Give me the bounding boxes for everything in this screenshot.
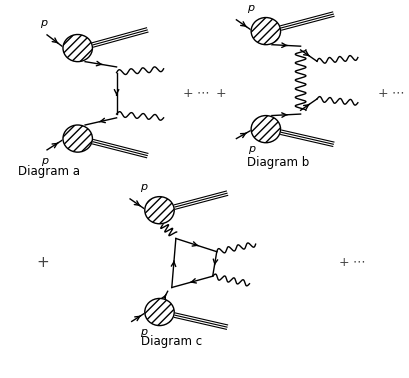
Circle shape	[145, 197, 174, 224]
Text: $+\ \cdots\ +$: $+\ \cdots\ +$	[182, 87, 227, 100]
Polygon shape	[251, 17, 281, 45]
Circle shape	[63, 125, 92, 152]
Polygon shape	[63, 125, 92, 152]
Text: $+$: $+$	[36, 256, 49, 271]
Polygon shape	[145, 197, 174, 224]
Text: $p$: $p$	[41, 156, 49, 168]
Circle shape	[145, 299, 174, 325]
Text: $+\ \cdots$: $+\ \cdots$	[338, 257, 366, 270]
Text: $p$: $p$	[249, 144, 257, 156]
Text: Diagram c: Diagram c	[141, 335, 202, 348]
Circle shape	[251, 17, 281, 45]
Text: $p$: $p$	[247, 3, 256, 15]
Polygon shape	[63, 34, 92, 62]
Text: Diagram b: Diagram b	[247, 155, 309, 169]
Polygon shape	[145, 299, 174, 325]
Text: Diagram a: Diagram a	[18, 165, 80, 178]
Polygon shape	[251, 116, 281, 143]
Text: $p$: $p$	[140, 182, 148, 194]
Text: $p$: $p$	[140, 327, 148, 339]
Circle shape	[63, 34, 92, 62]
Circle shape	[251, 116, 281, 143]
Text: $+\ \cdots$: $+\ \cdots$	[377, 87, 405, 100]
Text: $p$: $p$	[40, 18, 48, 30]
